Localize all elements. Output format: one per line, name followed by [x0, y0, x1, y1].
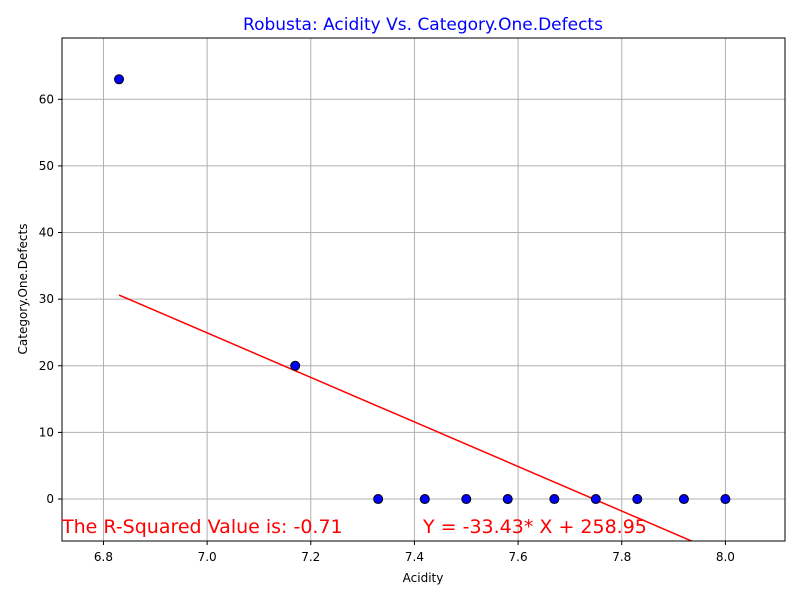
y-tick-label: 0 — [46, 492, 54, 506]
x-tick-label: 7.4 — [405, 550, 424, 564]
x-tick-label: 7.2 — [301, 550, 320, 564]
y-tick-label: 60 — [39, 92, 54, 106]
data-point — [419, 494, 430, 505]
x-tick-label: 8.0 — [716, 550, 735, 564]
data-point — [290, 360, 301, 371]
grid — [62, 38, 785, 541]
data-point — [632, 494, 643, 505]
data-point — [373, 494, 384, 505]
y-tick-label: 20 — [39, 359, 54, 373]
x-axis-label: Acidity — [403, 571, 444, 585]
x-tick-label: 7.6 — [509, 550, 528, 564]
x-tick-label: 7.0 — [198, 550, 217, 564]
chart-title: Robusta: Acidity Vs. Category.One.Defect… — [243, 15, 603, 35]
y-tick-label: 30 — [39, 292, 54, 306]
r-squared-annotation: The R-Squared Value is: -0.71 — [61, 516, 343, 538]
data-point — [461, 494, 472, 505]
ticks: 6.8 7.0 7.2 7.4 7.6 7.8 8.0 0 10 20 30 40 50 60 — [39, 92, 735, 564]
data-point — [502, 494, 513, 505]
y-tick-label: 40 — [39, 226, 54, 240]
regression-line — [118, 294, 694, 541]
data-point — [720, 494, 731, 505]
x-tick-label: 7.8 — [612, 550, 631, 564]
regression-equation-annotation: Y = -33.43* X + 258.95 — [422, 516, 647, 538]
plot-frame — [61, 37, 786, 542]
y-tick-label: 50 — [39, 159, 54, 173]
regression-layer — [118, 294, 694, 541]
y-tick-label: 10 — [39, 425, 54, 439]
data-point — [114, 74, 125, 85]
x-tick-label: 6.8 — [94, 550, 113, 564]
data-point — [590, 494, 601, 505]
data-point — [678, 494, 689, 505]
y-axis-label: Category.One.Defects — [16, 224, 30, 355]
points-layer — [114, 74, 731, 505]
data-point — [549, 494, 560, 505]
